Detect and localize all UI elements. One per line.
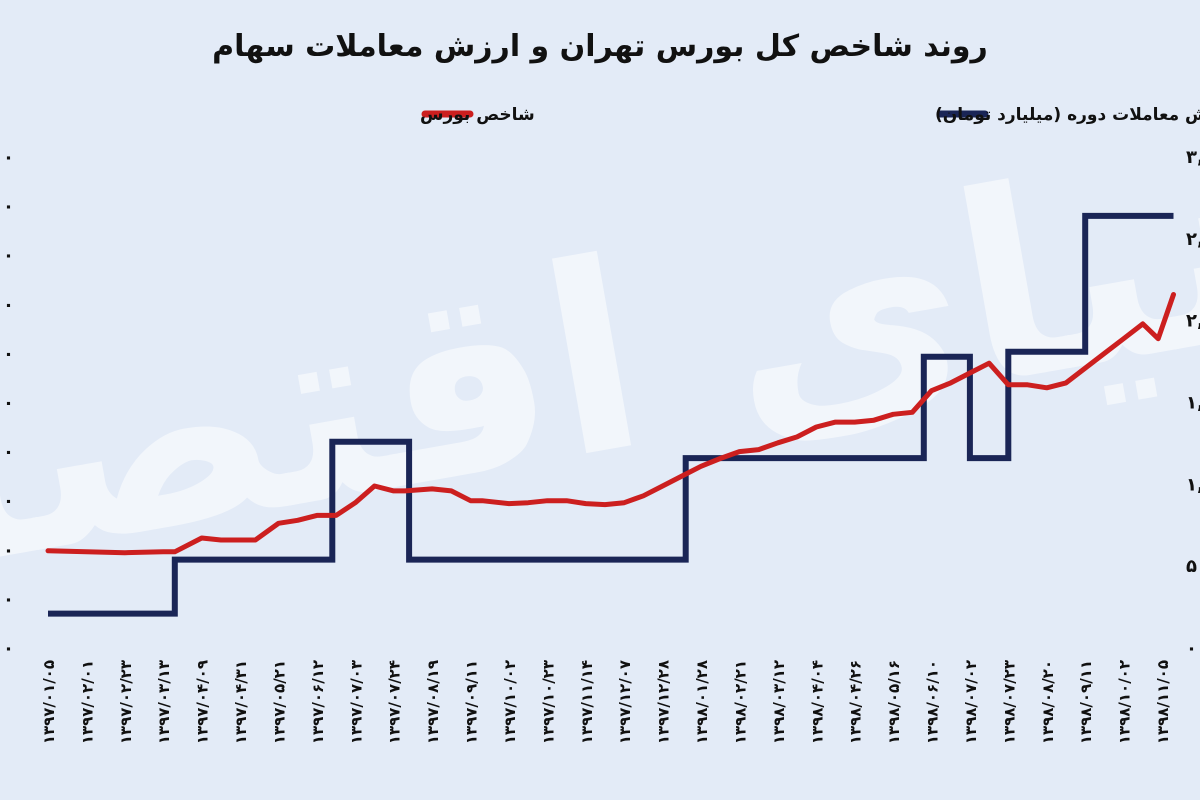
x-axis-tick-label: ۱۳۹۷/۱۱/۱۴ bbox=[578, 660, 596, 744]
x-axis-tick-label: ۱۳۹۷/۰۲/۲۳ bbox=[117, 660, 135, 744]
x-axis-tick-label: ۱۳۹۸/۰۶/۱۰ bbox=[924, 660, 942, 744]
x-axis-tick-label: ۱۳۹۷/۰۸/۱۹ bbox=[424, 660, 442, 744]
x-axis-tick-label: ۱۳۹۸/۰۵/۱۶ bbox=[885, 660, 903, 744]
x-axis-tick-label: ۱۳۹۸/۰۷/۲۳ bbox=[1000, 660, 1018, 744]
left-axis-tick-label: ۳۵۰,۰۰۰ bbox=[0, 294, 14, 315]
x-axis-tick-label: ۱۳۹۸/۱۰/۰۲ bbox=[1116, 660, 1134, 744]
left-axis-tick-label: ۳۰۰,۰۰۰ bbox=[0, 343, 14, 364]
right-axis-tick-label: ۲,۰۰۰ bbox=[1186, 311, 1200, 332]
x-axis-tick-label: ۱۳۹۸/۰۳/۱۲ bbox=[770, 660, 788, 744]
x-axis-tick-label: ۱۳۹۸/۰۱/۲۸ bbox=[693, 660, 711, 744]
right-axis-tick-label: ۳,۰۰۰ bbox=[1186, 147, 1200, 168]
x-axis-tick-label: ۱۳۹۷/۱۰/۰۲ bbox=[501, 660, 519, 744]
x-axis-tick-label: ۱۳۹۸/۰۷/۰۲ bbox=[962, 660, 980, 744]
right-axis-tick-label: ۵۰۰ bbox=[1186, 556, 1200, 577]
right-axis-tick-label: ۱,۵۰۰ bbox=[1186, 393, 1200, 414]
x-axis-tick-label: ۱۳۹۸/۰۸/۲۰ bbox=[1039, 660, 1057, 744]
legend-label-index: شاخص بورس bbox=[420, 105, 535, 125]
left-axis-tick-label: ۲۰۰,۰۰۰ bbox=[0, 442, 14, 463]
right-axis-tick-label: ۲,۵۰۰ bbox=[1186, 229, 1200, 250]
x-axis-tick-label: ۱۳۹۸/۱۱/۰۵ bbox=[1154, 660, 1172, 744]
series-line-volume bbox=[48, 212, 1174, 617]
x-axis-tick-label: ۱۳۹۸/۰۴/۰۴ bbox=[808, 660, 826, 744]
x-axis-tick-label: ۱۳۹۸/۰۹/۱۱ bbox=[1077, 660, 1095, 744]
x-axis-tick-label: ۱۳۹۷/۰۵/۲۱ bbox=[270, 660, 288, 744]
left-axis-tick-label: ۱۰۰,۰۰۰ bbox=[0, 540, 14, 561]
chart-title: روند شاخص کل بورس تهران و ارزش معاملات س… bbox=[212, 29, 988, 64]
x-axis-tick-label: ۱۳۹۷/۰۷/۲۴ bbox=[386, 660, 404, 744]
x-axis-tick-label: ۱۳۹۷/۰۳/۱۳ bbox=[155, 660, 173, 744]
left-axis-tick-label: ۱۵۰,۰۰۰ bbox=[0, 491, 14, 512]
right-axis-tick-label: ۱,۰۰۰ bbox=[1186, 474, 1200, 495]
x-axis-tick-label: ۱۳۹۷/۰۲/۰۱ bbox=[78, 660, 96, 744]
series-line-index bbox=[45, 292, 1176, 556]
x-axis-tick-label: ۱۳۹۷/۰۷/۰۳ bbox=[347, 660, 365, 744]
left-axis: ۰ ۵۰,۰۰۰ ۱۰۰,۰۰۰ ۱۵۰,۰۰۰ ۲۰۰,۰۰۰ ۲۵۰,۰۰۰ ۳۰۰,۰… bbox=[0, 147, 14, 659]
right-axis-tick-label: ۰ bbox=[1186, 638, 1197, 659]
left-axis-tick-label: ۵۰۰,۰۰۰ bbox=[0, 147, 14, 168]
left-axis-tick-label: ۴۵۰,۰۰۰ bbox=[0, 196, 14, 217]
x-axis-tick-label: ۱۳۹۷/۰۶/۱۲ bbox=[309, 660, 327, 744]
x-axis-tick-label: ۱۳۹۷/۰۹/۱۱ bbox=[463, 660, 481, 744]
x-axis-tick-label: ۱۳۹۷/۰۱/۰۵ bbox=[40, 660, 58, 744]
left-axis-tick-label: ۴۰۰,۰۰۰ bbox=[0, 245, 14, 266]
left-axis-tick-label: ۰ bbox=[3, 638, 14, 659]
x-axis: ۱۳۹۷/۰۱/۰۵ ۱۳۹۷/۰۲/۰۱ ۱۳۹۷/۰۲/۲۳ ۱۳۹۷/۰۳/۱۳… bbox=[40, 660, 1172, 744]
x-axis-tick-label: ۱۳۹۸/۰۲/۲۱ bbox=[731, 660, 749, 744]
left-axis-tick-label: ۵۰,۰۰۰ bbox=[0, 589, 14, 610]
legend-label-volume: میانگین ارزش معاملات دوره (میلیارد تومان… bbox=[935, 104, 1200, 125]
x-axis-tick-label: ۱۳۹۷/۱۲/۰۷ bbox=[616, 660, 634, 744]
x-axis-tick-label: ۱۳۹۷/۰۴/۰۹ bbox=[194, 660, 212, 744]
x-axis-tick-label: ۱۳۹۷/۱۰/۲۳ bbox=[539, 660, 557, 744]
x-axis-tick-label: ۱۳۹۷/۱۲/۲۸ bbox=[655, 660, 673, 744]
left-axis-tick-label: ۲۵۰,۰۰۰ bbox=[0, 393, 14, 414]
x-axis-tick-label: ۱۳۹۸/۰۴/۲۶ bbox=[847, 660, 865, 744]
right-axis: ۰ ۵۰۰ ۱,۰۰۰ ۱,۵۰۰ ۲,۰۰۰ ۲,۵۰۰ ۳,۰۰۰ bbox=[1186, 147, 1200, 659]
x-axis-tick-label: ۱۳۹۷/۰۴/۳۱ bbox=[232, 660, 250, 744]
legend: میانگین ارزش معاملات دوره (میلیارد تومان… bbox=[420, 104, 1200, 125]
